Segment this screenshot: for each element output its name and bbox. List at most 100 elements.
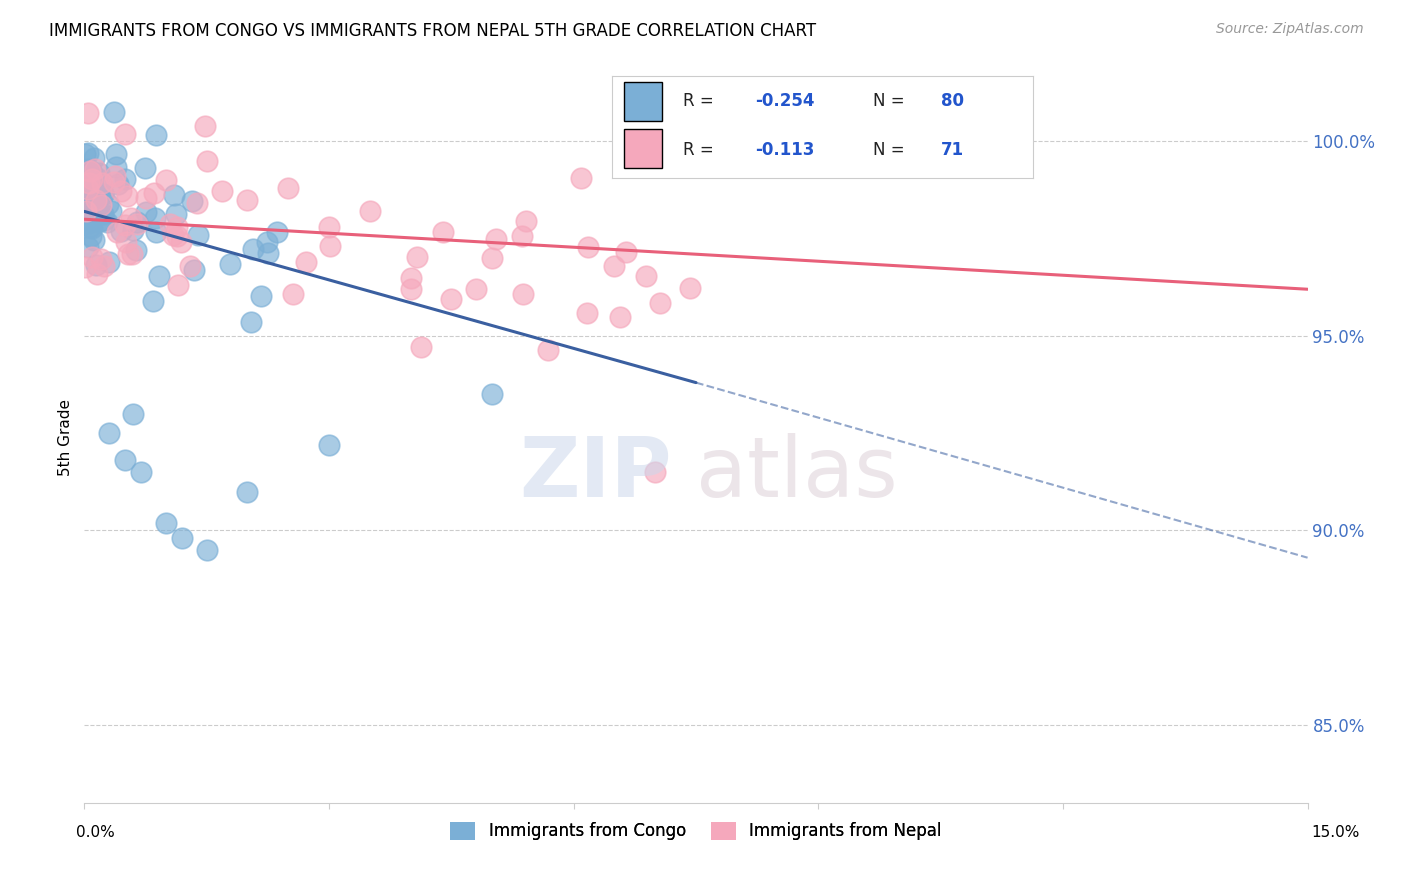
- Point: [114, 171, 136, 186]
- Point: [91, 187, 114, 202]
- Text: -0.254: -0.254: [755, 93, 814, 111]
- Point: [75, 213, 97, 227]
- Point: [114, 453, 136, 467]
- Point: [401, 282, 423, 296]
- Point: [90, 198, 112, 212]
- Point: [432, 225, 454, 239]
- Point: [166, 228, 188, 243]
- Point: [75, 202, 97, 217]
- Point: [211, 184, 233, 198]
- Text: ZIP: ZIP: [519, 434, 672, 514]
- Point: [104, 169, 127, 183]
- Point: [186, 195, 208, 210]
- Point: [103, 175, 125, 189]
- Point: [91, 207, 114, 221]
- FancyBboxPatch shape: [624, 82, 662, 121]
- Point: [104, 147, 127, 161]
- Point: [73, 183, 96, 197]
- Point: [122, 223, 145, 237]
- Point: [145, 128, 167, 142]
- Point: [115, 235, 138, 249]
- Point: [100, 204, 122, 219]
- Point: [194, 119, 217, 133]
- Point: [576, 240, 599, 254]
- Point: [439, 292, 461, 306]
- Point: [609, 310, 631, 325]
- FancyBboxPatch shape: [624, 129, 662, 168]
- Point: [179, 259, 201, 273]
- Point: [257, 246, 280, 260]
- Text: 71: 71: [941, 141, 963, 159]
- Point: [162, 227, 184, 242]
- Point: [636, 269, 658, 284]
- Point: [148, 268, 170, 283]
- Text: R =: R =: [683, 141, 724, 159]
- Point: [481, 387, 503, 401]
- Point: [83, 233, 105, 247]
- Point: [195, 542, 218, 557]
- Point: [110, 224, 132, 238]
- Point: [93, 186, 115, 201]
- Point: [603, 259, 626, 273]
- Point: [107, 177, 129, 191]
- Point: [114, 127, 136, 141]
- Point: [110, 184, 132, 198]
- Point: [127, 217, 149, 231]
- Text: atlas: atlas: [696, 434, 897, 514]
- Point: [87, 186, 110, 200]
- Point: [80, 229, 103, 244]
- Point: [219, 256, 242, 270]
- Text: N =: N =: [873, 141, 910, 159]
- Point: [236, 193, 259, 207]
- Point: [97, 196, 120, 211]
- Point: [159, 217, 181, 231]
- Point: [122, 407, 145, 421]
- Point: [512, 286, 534, 301]
- Point: [679, 280, 702, 294]
- Point: [80, 164, 103, 178]
- Point: [75, 147, 97, 161]
- Point: [537, 343, 560, 357]
- Point: [256, 235, 278, 249]
- Point: [172, 531, 194, 545]
- Point: [76, 200, 98, 214]
- Text: 15.0%: 15.0%: [1312, 825, 1360, 840]
- Point: [143, 211, 166, 225]
- Legend: Immigrants from Congo, Immigrants from Nepal: Immigrants from Congo, Immigrants from N…: [444, 815, 948, 847]
- Point: [318, 438, 340, 452]
- Point: [79, 219, 101, 234]
- Point: [80, 221, 103, 235]
- Point: [576, 305, 599, 319]
- Point: [83, 161, 105, 176]
- Point: [93, 213, 115, 227]
- Point: [644, 465, 666, 479]
- Point: [76, 216, 98, 230]
- Point: [181, 194, 204, 209]
- Point: [359, 204, 381, 219]
- Point: [569, 171, 592, 186]
- Point: [125, 243, 148, 257]
- Point: [86, 267, 108, 281]
- Point: [512, 229, 534, 244]
- Point: [115, 188, 138, 202]
- Point: [250, 289, 273, 303]
- Point: [195, 153, 218, 168]
- Point: [239, 315, 262, 329]
- Point: [80, 192, 103, 206]
- Point: [103, 105, 125, 120]
- Point: [406, 250, 429, 264]
- Point: [104, 160, 127, 174]
- Point: [80, 166, 103, 180]
- Point: [96, 215, 118, 229]
- Point: [84, 186, 107, 200]
- Point: [77, 178, 100, 192]
- Point: [77, 161, 100, 176]
- Point: [277, 181, 299, 195]
- Point: [145, 225, 167, 239]
- Point: [83, 151, 105, 165]
- Point: [80, 172, 103, 186]
- Point: [77, 106, 100, 120]
- Point: [121, 247, 143, 261]
- Point: [481, 251, 503, 265]
- Point: [648, 295, 671, 310]
